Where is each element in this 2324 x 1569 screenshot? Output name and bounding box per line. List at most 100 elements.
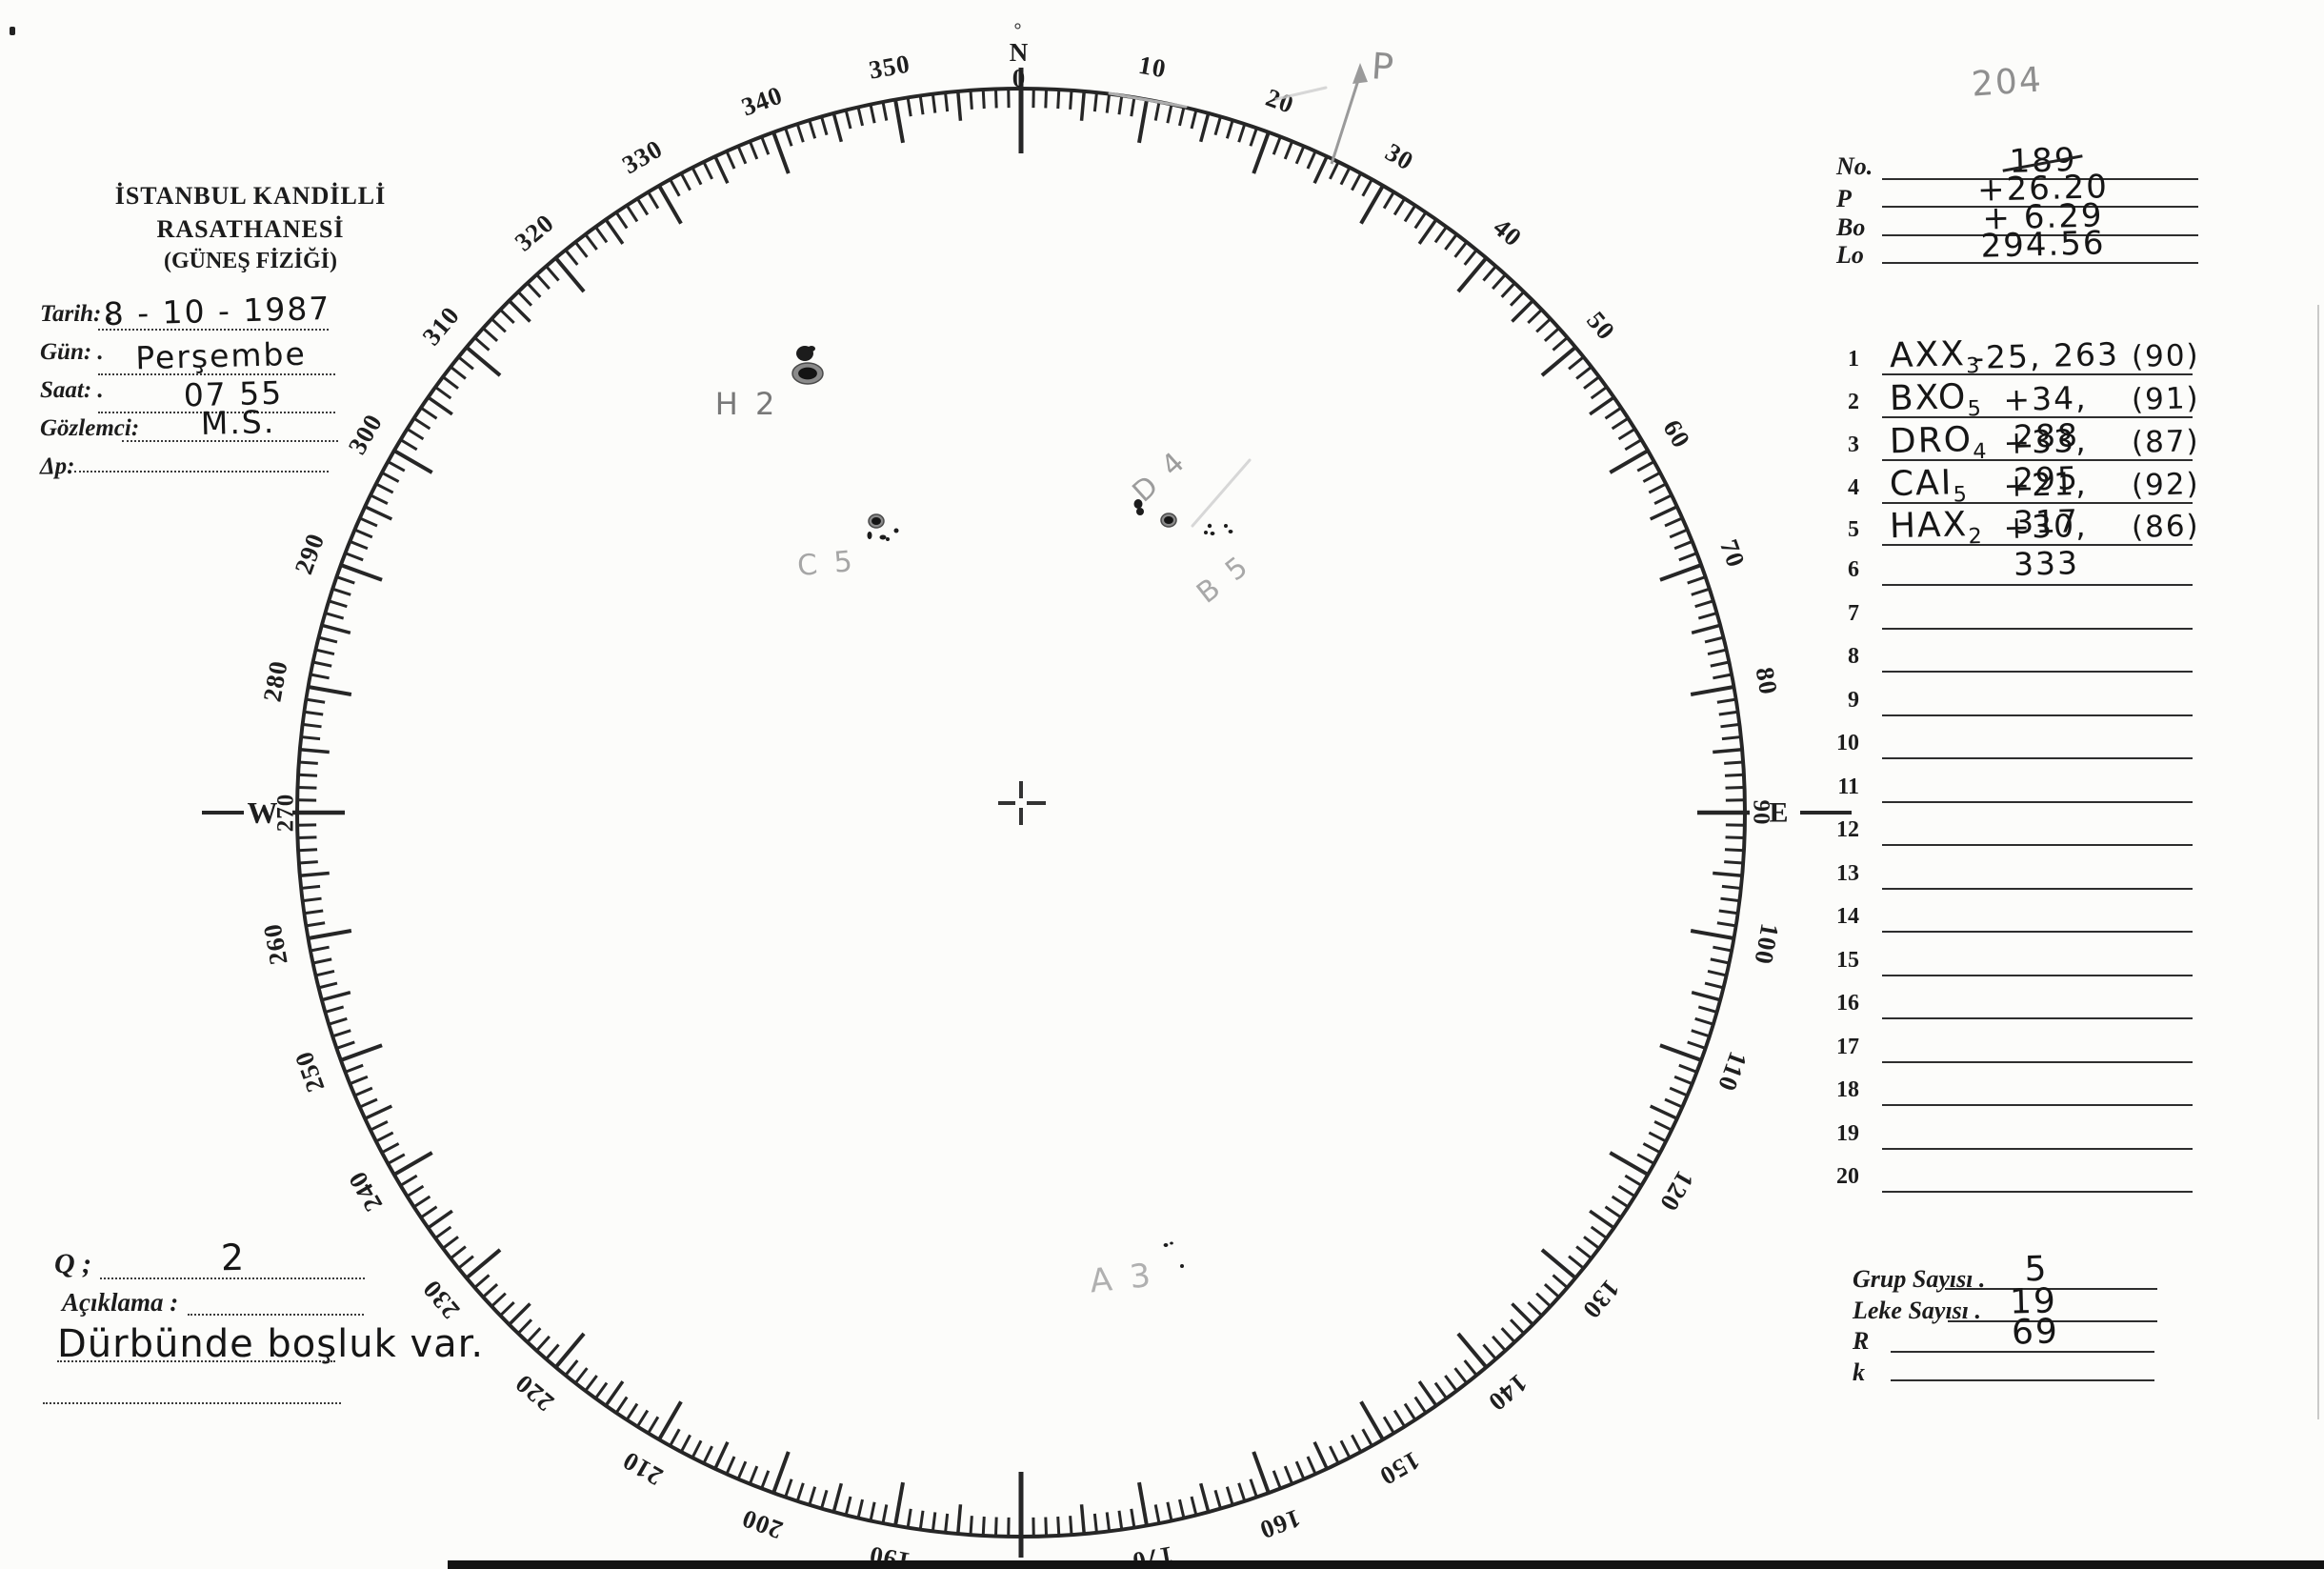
degree-tick	[450, 365, 467, 380]
degree-tick	[304, 710, 324, 716]
degree-tick	[1636, 1153, 1655, 1165]
degree-tick	[881, 101, 889, 121]
degree-tick	[364, 505, 393, 521]
degree-tick	[669, 178, 681, 197]
degree-tick	[669, 1428, 681, 1447]
degree-tick	[1130, 1508, 1136, 1528]
degree-tick	[1642, 1142, 1661, 1155]
summary-label: Leke Sayısı .	[1853, 1297, 1982, 1324]
degree-tick	[736, 1460, 748, 1480]
row-underline	[1882, 1191, 2193, 1193]
north-degree-mark: °	[1014, 20, 1023, 41]
degree-tick	[784, 127, 793, 147]
degree-tick	[1294, 145, 1306, 165]
row-underline	[1882, 974, 2193, 976]
degree-tick	[869, 1501, 876, 1521]
degree-tick	[344, 552, 364, 562]
degree-tick	[1359, 184, 1385, 225]
row-number: 7	[1848, 600, 1859, 626]
degree-tick	[442, 1236, 459, 1250]
degree-label: 110	[1713, 1048, 1753, 1096]
summary-underline	[1945, 1288, 2157, 1290]
degree-tick	[635, 197, 650, 216]
degree-tick	[1382, 191, 1395, 210]
degree-tick	[1617, 427, 1636, 441]
ephemeris-label: P	[1836, 185, 1852, 212]
degree-tick	[1648, 1131, 1667, 1143]
sunspot-umbra	[1164, 515, 1173, 525]
degree-tick	[1213, 116, 1222, 136]
degree-tick	[1453, 241, 1469, 258]
degree-label: 310	[417, 301, 466, 352]
aciklama-label: Açıklama :	[62, 1288, 179, 1317]
degree-tick	[1527, 308, 1543, 325]
degree-tick	[1237, 123, 1247, 143]
degree-tick	[1453, 1367, 1469, 1384]
degree-tick	[1500, 1327, 1516, 1343]
degree-tick	[647, 1416, 660, 1435]
row-number: 16	[1836, 991, 1859, 1016]
degree-tick	[499, 308, 515, 325]
degree-tick	[1659, 1043, 1702, 1062]
sunspot-umbra	[893, 528, 899, 533]
degree-tick	[331, 1029, 351, 1038]
degree-tick	[442, 375, 459, 390]
degree-tick	[387, 460, 406, 473]
group-paren-value: (87)	[2131, 424, 2201, 460]
degree-tick	[1713, 748, 1743, 754]
degree-tick	[1710, 957, 1730, 965]
degree-tick	[1213, 1489, 1222, 1509]
degree-label: 240	[343, 1166, 389, 1217]
note-underline	[57, 1360, 335, 1362]
degree-tick	[1237, 1482, 1247, 1502]
field-underline	[122, 440, 338, 442]
degree-label: 220	[510, 1369, 560, 1418]
degree-label: 210	[617, 1446, 668, 1492]
degree-tick	[893, 1481, 905, 1526]
degree-tick	[856, 107, 864, 127]
degree-tick	[893, 99, 905, 144]
ephemeris-underline	[1882, 206, 2198, 208]
degree-tick	[1724, 760, 1744, 765]
degree-tick	[1339, 167, 1352, 186]
field-label: Gün: .	[40, 339, 104, 365]
degree-tick	[1456, 256, 1489, 293]
degree-tick	[491, 317, 507, 333]
aciklama-underline	[188, 1314, 364, 1316]
degree-tick	[1611, 416, 1630, 431]
degree-tick	[1492, 1335, 1507, 1352]
degree-tick	[771, 131, 791, 174]
row-number: 4	[1848, 475, 1859, 500]
degree-tick	[748, 140, 759, 160]
row-number: 10	[1836, 731, 1859, 755]
degree-tick	[918, 95, 925, 115]
field-label: Δp:	[40, 453, 75, 479]
degree-tick	[335, 1040, 355, 1050]
degree-tick	[1117, 95, 1124, 115]
degree-tick	[370, 1120, 389, 1132]
degree-tick	[312, 957, 332, 965]
group-paren-value: (90)	[2131, 338, 2201, 374]
degree-tick	[1669, 528, 1689, 539]
degree-tick	[1609, 449, 1650, 474]
degree-tick	[1417, 1380, 1438, 1407]
degree-label: 200	[738, 1504, 787, 1545]
observatory-header: İSTANBUL KANDİLLİ RASATHANESİ (GÜNEŞ FİZ…	[27, 179, 474, 277]
degree-tick	[1044, 89, 1049, 109]
degree-label: 140	[1483, 1369, 1533, 1418]
ephemeris-label: Bo	[1836, 213, 1866, 241]
degree-tick	[302, 722, 322, 729]
degree-tick	[1678, 552, 1698, 562]
degree-tick	[725, 1456, 736, 1475]
degree-tick	[349, 1075, 369, 1086]
row-number: 20	[1836, 1164, 1859, 1189]
row-number: 3	[1848, 432, 1859, 457]
degree-tick	[331, 587, 351, 596]
degree-tick	[508, 299, 531, 323]
degree-tick	[1166, 1501, 1173, 1521]
degree-tick	[1339, 1439, 1352, 1458]
row-underline	[1882, 844, 2193, 846]
group-label: D 4	[1127, 444, 1194, 510]
degree-tick	[713, 1440, 730, 1470]
degree-tick	[1069, 1516, 1073, 1536]
